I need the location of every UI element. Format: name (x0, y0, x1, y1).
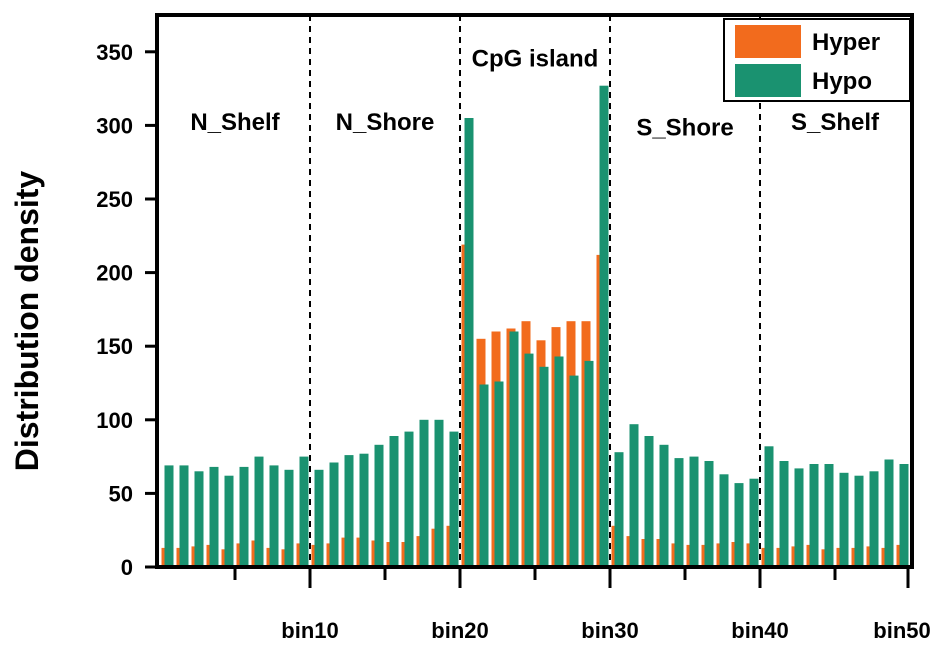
hypo-bar (464, 118, 474, 567)
hypo-bar (524, 353, 534, 567)
hypo-bar (314, 469, 324, 567)
region-label: CpG island (472, 46, 599, 73)
hypo-bar (239, 466, 249, 567)
y-tick-label: 0 (121, 555, 133, 580)
hypo-bar (584, 360, 594, 567)
hypo-bar (884, 459, 894, 567)
y-tick-label: 250 (96, 187, 133, 212)
hypo-bar (839, 472, 849, 567)
hypo-bar (539, 366, 549, 567)
hypo-bar (329, 462, 339, 567)
hypo-bar (209, 466, 219, 567)
hypo-bar (179, 465, 189, 567)
hypo-bar (614, 452, 624, 567)
hypo-bar (794, 468, 804, 567)
hypo-bar (644, 436, 654, 567)
hypo-bar (869, 471, 879, 567)
y-tick-label: 350 (96, 40, 133, 65)
x-tick-label: bin50 (873, 618, 930, 643)
hypo-bar (704, 461, 714, 567)
x-tick-label: bin40 (731, 618, 788, 643)
hypo-bar (269, 465, 279, 567)
hypo-bar (689, 456, 699, 567)
legend-label-hyper: Hyper (812, 29, 880, 56)
legend-label-hypo: Hypo (812, 68, 872, 95)
hypo-bar (404, 431, 414, 567)
hypo-bar (479, 384, 489, 567)
x-tick-label: bin20 (431, 618, 488, 643)
hypo-bar (569, 375, 579, 567)
y-axis: 0 50 100 150 200 250 300 350 (96, 40, 159, 580)
y-tick-label: 50 (109, 481, 133, 506)
hypo-bar (419, 419, 429, 567)
hypo-bar (509, 331, 519, 567)
hypo-bar (629, 424, 639, 567)
x-tick-label: bin30 (581, 618, 638, 643)
hypo-bar (674, 458, 684, 567)
hypo-bar (389, 436, 399, 567)
hypo-bar (434, 419, 444, 567)
y-axis-title: Distribution density (9, 171, 45, 472)
hypo-bar (164, 465, 174, 567)
hypo-bar (899, 464, 909, 567)
hypo-bar (299, 456, 309, 567)
hypo-bar (764, 446, 774, 567)
region-label: N_Shore (336, 109, 435, 136)
y-tick-label: 300 (96, 113, 133, 138)
hypo-bar (449, 431, 459, 567)
hypo-bar (254, 456, 264, 567)
hypo-bar (359, 453, 369, 567)
hypo-bar (374, 444, 384, 567)
hypo-bar (494, 381, 504, 567)
y-tick-label: 100 (96, 408, 133, 433)
hypo-bar (599, 85, 609, 567)
x-axis: bin10 bin20 bin30 bin40 bin50 (233, 567, 931, 643)
hypo-bar (194, 471, 204, 567)
legend: Hyper Hypo (723, 18, 911, 102)
hypo-bar (749, 478, 759, 567)
hypo-bar (284, 469, 294, 567)
region-labels: N_Shelf N_Shore CpG island S_Shore S_Shelf (190, 46, 880, 142)
hypo-bar (779, 461, 789, 567)
region-boundaries (309, 15, 761, 567)
hypo-bar (224, 475, 234, 567)
region-label: S_Shelf (791, 109, 880, 136)
hypo-bar (854, 475, 864, 567)
hypo-bar (734, 483, 744, 567)
hypo-bars (164, 85, 909, 567)
legend-swatch-hyper (735, 25, 801, 58)
hypo-bar (809, 464, 819, 567)
y-tick-label: 200 (96, 261, 133, 286)
x-tick-label: bin10 (281, 618, 338, 643)
y-tick-label: 150 (96, 334, 133, 359)
hypo-bar (659, 444, 669, 567)
hypo-bar (719, 474, 729, 567)
hypo-bar (824, 464, 834, 567)
legend-swatch-hypo (735, 64, 801, 97)
hypo-bar (344, 455, 354, 567)
region-label: S_Shore (636, 115, 733, 142)
region-label: N_Shelf (190, 109, 280, 136)
hypo-bar (554, 356, 564, 567)
